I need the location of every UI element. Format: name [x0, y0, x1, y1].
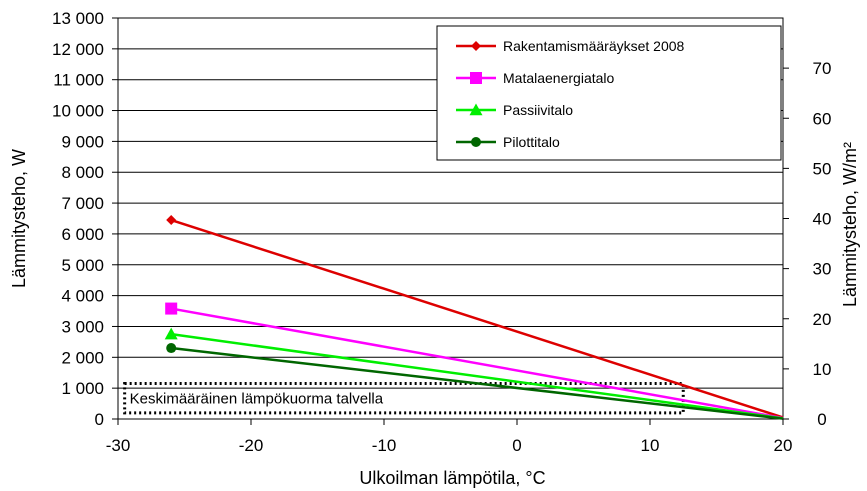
marker-triangle	[469, 103, 483, 116]
legend-item: Passiivitalo	[456, 102, 573, 118]
y2-tick-label: 50	[813, 159, 832, 178]
legend-box	[436, 25, 782, 161]
x-tick-label: 20	[774, 436, 793, 455]
marker-triangle	[164, 327, 178, 340]
y2-tick-label: 20	[813, 310, 832, 329]
y-tick-label: 7 000	[61, 194, 104, 213]
legend: Rakentamismääräykset 2008 Matalaenergiata…	[436, 25, 782, 161]
x-tick-label: 10	[641, 436, 660, 455]
y-tick-label: 12 000	[52, 40, 104, 59]
y-tick-label: 11 000	[53, 71, 104, 90]
y2-tick-label: 30	[813, 260, 832, 279]
x-tick-label: -10	[372, 436, 397, 455]
y-tick-label: 4 000	[61, 287, 104, 306]
x-tick-label: -20	[239, 436, 264, 455]
x-tick-label: 0	[512, 436, 521, 455]
x-axis-title: Ulkoilman lämpötila, °C	[359, 468, 545, 488]
y2-tick-label: 60	[813, 109, 832, 128]
y-tick-label: 3 000	[61, 317, 104, 336]
legend-label: Passiivitalo	[503, 102, 573, 118]
series-line	[171, 346, 784, 420]
series-circle	[166, 343, 784, 420]
legend-label: Pilottitalo	[503, 134, 560, 150]
y2-tick-label: 40	[813, 210, 832, 229]
marker-diamond	[471, 41, 481, 51]
y-tick-label: 8 000	[61, 163, 104, 182]
y2-tick-label: 0	[817, 410, 826, 429]
annotation-label: Keskimääräinen lämpökuorma talvella	[130, 391, 384, 408]
y2-axis-title: Lämmitysteho, W/m²	[840, 142, 860, 307]
axes: 0 1 000 2 000 3 000 4 000 5 000 6 000 7 000 8 00…	[52, 9, 831, 455]
marker-diamond	[166, 215, 177, 226]
y-tick-label: 1 000	[61, 379, 104, 398]
y2-tick-label: 70	[813, 59, 832, 78]
annotation-group: Keskimääräinen lämpökuorma talvella	[123, 382, 685, 415]
y-axis-title: Lämmitysteho, W	[9, 149, 29, 288]
legend-item: Pilottitalo	[456, 134, 560, 150]
marker-square	[470, 72, 482, 84]
legend-label: Matalaenergiatalo	[503, 70, 615, 86]
x-tick-label: -30	[106, 436, 131, 455]
series-line	[171, 332, 784, 420]
y-tick-label: 0	[95, 410, 104, 429]
series-diamond	[166, 215, 784, 419]
series-square	[165, 302, 784, 420]
y-tick-label: 10 000	[52, 102, 104, 121]
y-tick-label: 5 000	[61, 256, 104, 275]
y2-tick-label: 10	[813, 360, 832, 379]
series-line	[170, 307, 784, 420]
marker-square	[165, 302, 178, 315]
y-tick-label: 9 000	[61, 132, 104, 151]
legend-label: Rakentamismääräykset 2008	[503, 38, 685, 54]
series-layer	[164, 215, 784, 420]
marker-circle	[471, 137, 481, 147]
legend-item: Rakentamismääräykset 2008	[456, 38, 685, 54]
legend-item: Matalaenergiatalo	[456, 70, 615, 86]
y-tick-label: 2 000	[61, 348, 104, 367]
marker-circle	[166, 343, 177, 354]
series-line	[170, 218, 784, 419]
series-triangle	[164, 327, 784, 420]
y-tick-label: 13 000	[52, 9, 104, 28]
y-tick-label: 6 000	[61, 225, 104, 244]
annotation-dotted-box	[123, 382, 685, 415]
